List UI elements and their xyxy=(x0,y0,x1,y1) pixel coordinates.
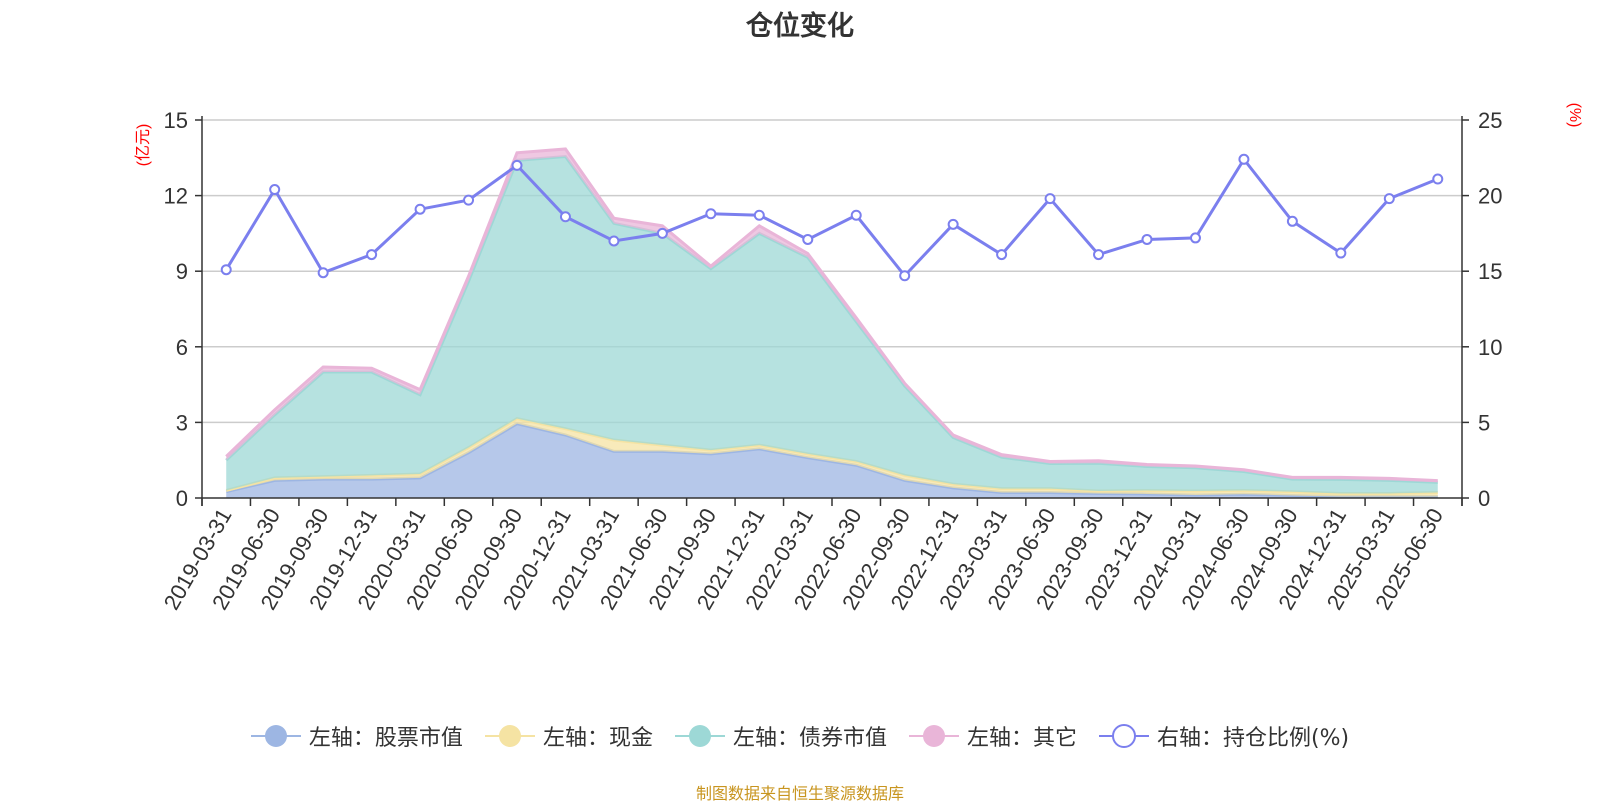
ratio-point xyxy=(850,209,862,221)
legend: 左轴：股票市值 左轴：现金 左轴：债券市值 左轴：其它 右轴：持仓比例(%) xyxy=(0,720,1600,752)
left-tick-label: 15 xyxy=(164,108,188,133)
ratio-point xyxy=(608,235,620,247)
legend-ratio-icon xyxy=(1098,724,1149,748)
ratio-point xyxy=(414,203,426,215)
legend-item-stock[interactable]: 左轴：股票市值 xyxy=(250,720,463,752)
ratio-point xyxy=(1093,249,1105,261)
legend-label-stock: 左轴：股票市值 xyxy=(308,726,463,751)
ratio-point xyxy=(1141,233,1153,245)
legend-stock-icon xyxy=(250,725,301,747)
ratio-point xyxy=(1238,153,1250,165)
legend-cash-icon xyxy=(484,725,535,747)
right-tick-label: 15 xyxy=(1478,259,1502,284)
ratio-point xyxy=(802,233,814,245)
legend-label-other: 左轴：其它 xyxy=(966,726,1077,751)
right-axis-unit-label: (%) xyxy=(1566,103,1583,128)
ratio-point xyxy=(269,184,281,196)
right-tick-label: 10 xyxy=(1478,335,1502,360)
ratio-point xyxy=(656,227,668,239)
stacked-areas xyxy=(225,147,1438,498)
left-tick-label: 6 xyxy=(176,335,188,360)
ratio-point xyxy=(1383,193,1395,205)
ratio-point xyxy=(317,267,329,279)
ratio-point xyxy=(1189,232,1201,244)
chart-title: 仓位变化 xyxy=(746,11,854,42)
ratio-point xyxy=(559,211,571,223)
legend-bond-icon xyxy=(674,725,725,747)
area-左轴：股票市值 xyxy=(226,423,1438,498)
ratio-point xyxy=(705,208,717,220)
ratio-point xyxy=(1044,193,1056,205)
chart-plot: 0369121505101520252019-03-312019-06-3020… xyxy=(134,103,1583,614)
area-edge-左轴：其它 xyxy=(225,147,1438,483)
legend-item-ratio[interactable]: 右轴：持仓比例(%) xyxy=(1098,720,1350,752)
ratio-point xyxy=(996,249,1008,261)
ratio-point xyxy=(1286,215,1298,227)
ratio-point xyxy=(366,249,378,261)
legend-label-bond: 左轴：债券市值 xyxy=(732,726,887,751)
legend-label-cash: 左轴：现金 xyxy=(542,726,653,751)
legend-other-icon xyxy=(908,725,959,747)
ratio-line xyxy=(220,153,1444,282)
ratio-line-path xyxy=(224,156,1439,279)
right-tick-label: 20 xyxy=(1478,184,1502,209)
right-tick-label: 0 xyxy=(1478,486,1490,511)
ratio-point xyxy=(899,270,911,282)
right-tick-label: 25 xyxy=(1478,108,1502,133)
legend-label-ratio: 右轴：持仓比例(%) xyxy=(1156,726,1350,751)
ratio-point xyxy=(753,209,765,221)
left-tick-label: 12 xyxy=(164,184,188,209)
data-source-note: 制图数据来自恒生聚源数据库 xyxy=(695,784,904,803)
legend-item-bond[interactable]: 左轴：债券市值 xyxy=(674,720,887,752)
ratio-point xyxy=(511,159,523,171)
ratio-point xyxy=(220,264,232,276)
legend-item-other[interactable]: 左轴：其它 xyxy=(908,720,1077,752)
ratio-point xyxy=(463,194,475,206)
ratio-point xyxy=(1335,247,1347,259)
left-tick-label: 9 xyxy=(176,259,188,284)
ratio-point xyxy=(947,218,959,230)
area-左轴：债券市值 xyxy=(226,156,1438,494)
ratio-point xyxy=(1432,173,1444,185)
left-axis-unit-label: (亿元) xyxy=(134,124,152,167)
left-tick-label: 0 xyxy=(176,486,188,511)
legend-item-cash[interactable]: 左轴：现金 xyxy=(484,720,653,752)
left-tick-label: 3 xyxy=(176,410,188,435)
right-tick-label: 5 xyxy=(1478,410,1490,435)
